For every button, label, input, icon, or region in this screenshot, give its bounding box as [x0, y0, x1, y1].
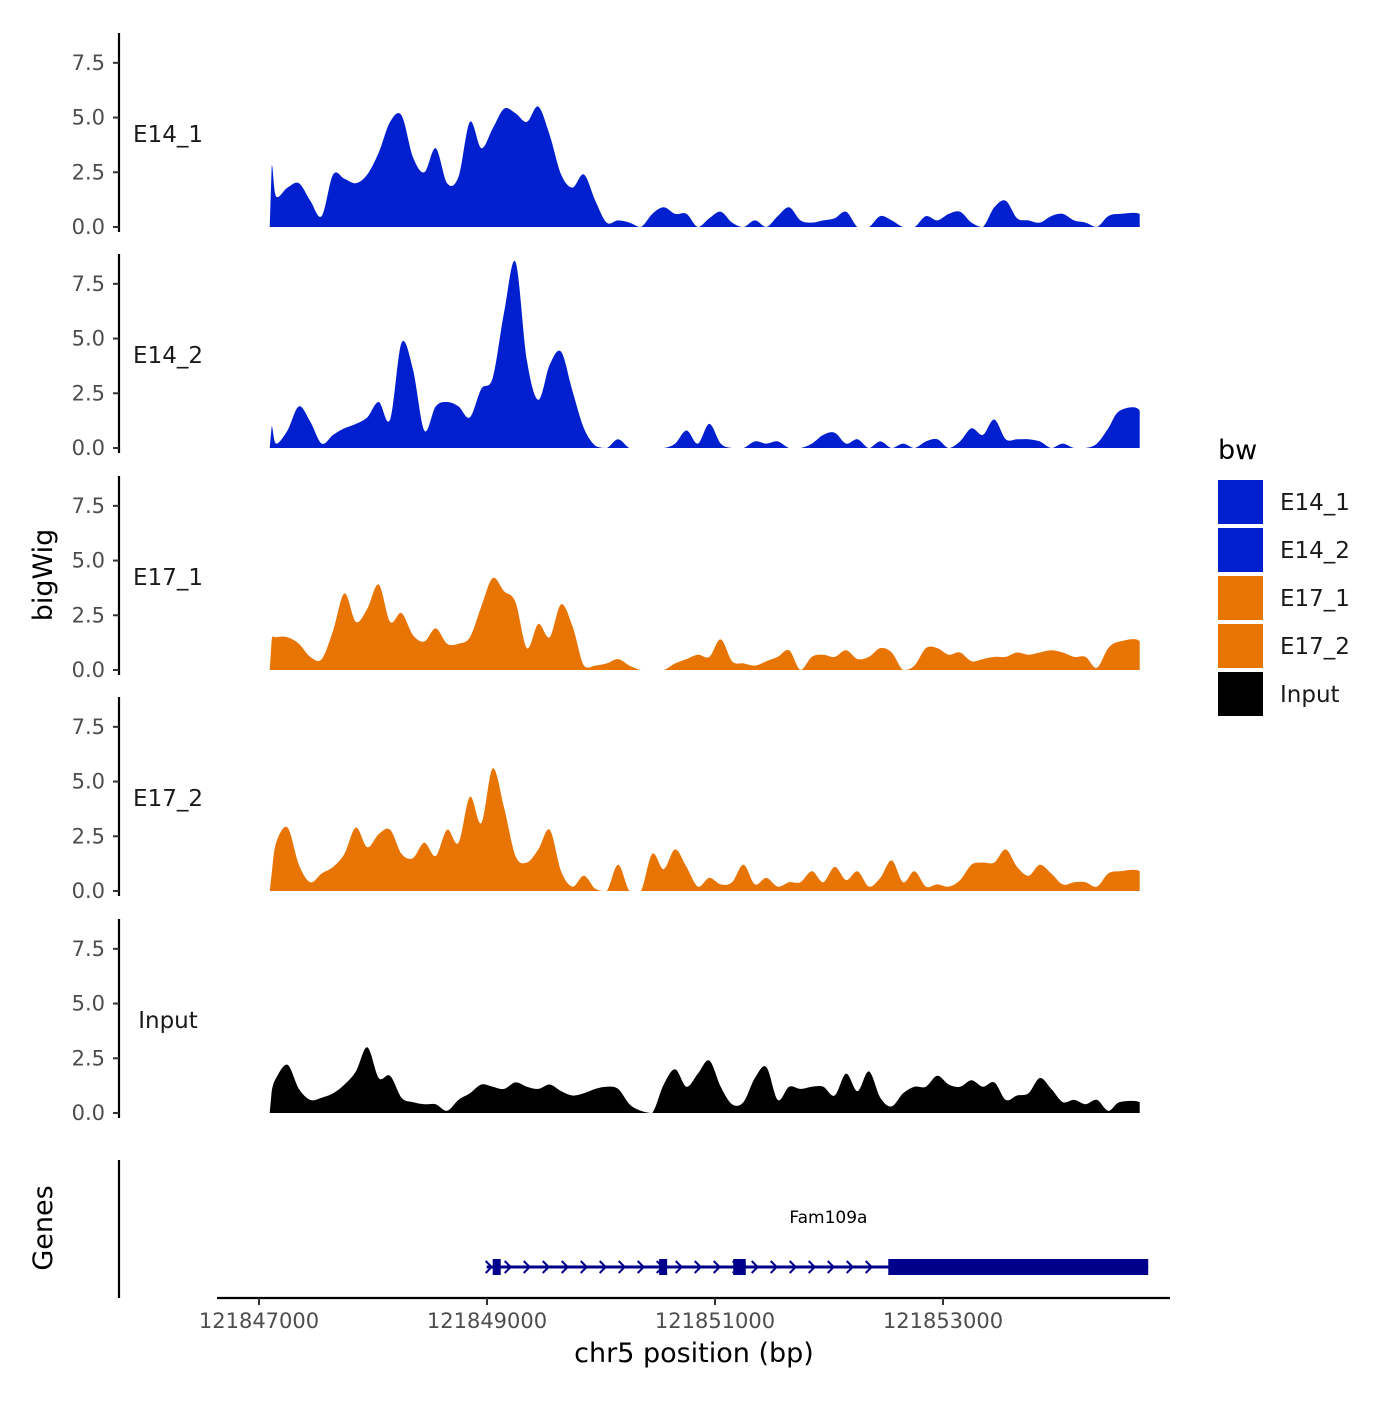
y-tick-label: 5.0 [72, 770, 105, 794]
strand-arrow-icon [769, 1260, 779, 1274]
legend-item-e14-1: E14_1 [1218, 480, 1350, 524]
track-label: E17_2 [133, 786, 203, 812]
y-tick-label: 2.5 [72, 824, 105, 848]
legend-label: E17_2 [1280, 634, 1350, 660]
track-label: E14_1 [133, 122, 203, 148]
legend-label: E14_2 [1280, 538, 1350, 564]
coverage-area-e17-1 [269, 577, 1140, 670]
coverage-area-e14-2 [269, 260, 1140, 448]
track-label: E17_1 [133, 565, 203, 591]
y-tick-label: 2.5 [72, 160, 105, 184]
gene-exon [733, 1259, 746, 1275]
strand-arrow-icon [484, 1260, 494, 1274]
x-tick-label: 121851000 [655, 1309, 775, 1333]
x-tick-label: 121853000 [883, 1309, 1003, 1333]
track-label: E14_2 [133, 343, 203, 369]
y-tick-label: 5.0 [72, 106, 105, 130]
strand-arrow-icon [788, 1260, 798, 1274]
legend-swatch [1218, 528, 1263, 572]
track-input: 0.0 2.5 5.0 7.5 Input [72, 919, 1140, 1125]
gene-name-label: Fam109a [789, 1208, 867, 1228]
legend: bw E14_1 E14_2 E17_1 E17_2 Input [1218, 435, 1350, 716]
y-tick-label: 2.5 [72, 381, 105, 405]
y-tick-label: 2.5 [72, 603, 105, 627]
legend-item-e14-2: E14_2 [1218, 528, 1350, 572]
y-tick-label: 7.5 [72, 937, 105, 961]
genes-axis-title: Genes [28, 1185, 59, 1270]
strand-arrow-icon [826, 1260, 836, 1274]
legend-label: E17_1 [1280, 586, 1350, 612]
track-e14-1: 0.0 2.5 5.0 7.5 E14_1 [72, 33, 1140, 239]
legend-label: E14_1 [1280, 490, 1350, 516]
y-axis-title: bigWig [28, 529, 59, 622]
coverage-tracks: 0.0 2.5 5.0 7.5 E14_1 0.0 2.5 5.0 7.5 E14_2 0.0 2.5… [72, 33, 1140, 1125]
legend-label: Input [1280, 682, 1340, 708]
x-tick-label: 121849000 [427, 1309, 547, 1333]
track-e17-1: 0.0 2.5 5.0 7.5 E17_1 [72, 476, 1140, 682]
gene-panel: Fam109a [117, 1160, 1149, 1298]
strand-arrow-icon [560, 1260, 570, 1274]
strand-arrow-icon [522, 1260, 532, 1274]
x-axis-title: chr5 position (bp) [574, 1338, 814, 1369]
strand-arrow-icon [503, 1260, 513, 1274]
y-tick-label: 0.0 [72, 879, 105, 903]
x-axis: 121847000 121849000 121851000 121853000 [199, 1296, 1170, 1333]
track-e14-2: 0.0 2.5 5.0 7.5 E14_2 [72, 254, 1140, 460]
legend-swatch [1218, 624, 1263, 668]
gene-exon [888, 1259, 1149, 1275]
y-tick-label: 5.0 [72, 549, 105, 573]
gene-exon [659, 1259, 668, 1275]
strand-arrow-icon [712, 1260, 722, 1274]
y-tick-label: 7.5 [72, 494, 105, 518]
strand-arrow-icon [541, 1260, 551, 1274]
strand-arrow-icon [845, 1260, 855, 1274]
gene-exon [492, 1259, 501, 1275]
y-tick-label: 7.5 [72, 272, 105, 296]
legend-swatch [1218, 480, 1263, 524]
y-tick-label: 2.5 [72, 1046, 105, 1070]
track-label: Input [138, 1008, 198, 1034]
y-tick-label: 7.5 [72, 51, 105, 75]
y-tick-label: 7.5 [72, 715, 105, 739]
strand-arrow-icon [864, 1260, 874, 1274]
track-e17-2: 0.0 2.5 5.0 7.5 E17_2 [72, 697, 1140, 903]
legend-item-input: Input [1218, 672, 1340, 716]
strand-arrow-icon [674, 1260, 684, 1274]
strand-arrow-icon [598, 1260, 608, 1274]
coverage-area-input [269, 1047, 1140, 1113]
strand-arrow-icon [807, 1260, 817, 1274]
strand-arrow-icon [617, 1260, 627, 1274]
y-tick-label: 0.0 [72, 215, 105, 239]
y-tick-label: 5.0 [72, 327, 105, 351]
legend-item-e17-1: E17_1 [1218, 576, 1350, 620]
legend-swatch [1218, 672, 1263, 716]
strand-arrow-icon [693, 1260, 703, 1274]
y-tick-label: 0.0 [72, 1101, 105, 1125]
strand-arrow-icon [579, 1260, 589, 1274]
y-tick-label: 0.0 [72, 658, 105, 682]
strand-arrow-icon [750, 1260, 760, 1274]
legend-item-e17-2: E17_2 [1218, 624, 1350, 668]
legend-swatch [1218, 576, 1263, 620]
legend-title: bw [1218, 435, 1257, 466]
y-tick-label: 5.0 [72, 992, 105, 1016]
strand-arrow-icon [636, 1260, 646, 1274]
y-tick-label: 0.0 [72, 436, 105, 460]
coverage-area-e17-2 [269, 768, 1140, 891]
x-tick-label: 121847000 [199, 1309, 319, 1333]
coverage-area-e14-1 [269, 106, 1140, 227]
